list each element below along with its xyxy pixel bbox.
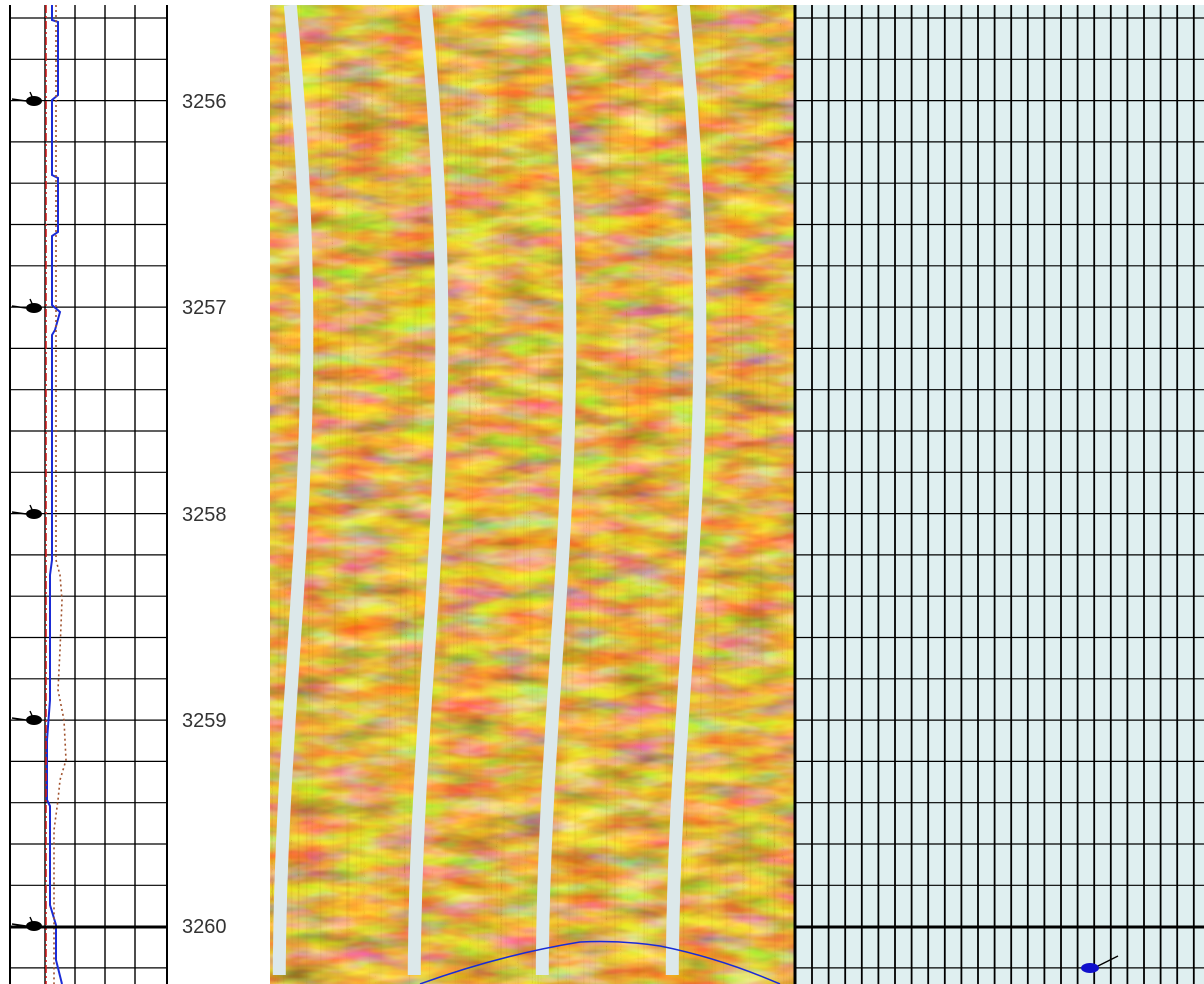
depth-label-3256: 3256 <box>182 91 227 113</box>
depth-label-3259: 3259 <box>182 710 227 732</box>
left-curve-track <box>10 5 167 984</box>
right-track-background <box>795 5 1204 984</box>
image-streaks <box>270 5 795 984</box>
right-dip-track <box>795 5 1204 984</box>
left-track-background <box>10 5 167 984</box>
depth-label-3257: 3257 <box>182 297 227 319</box>
depth-track: 3256 3257 3258 3259 3260 <box>167 5 270 984</box>
borehole-image-track <box>270 5 795 984</box>
depth-label-3260: 3260 <box>182 916 227 938</box>
depth-track-background <box>167 5 270 984</box>
depth-label-3258: 3258 <box>182 504 227 526</box>
